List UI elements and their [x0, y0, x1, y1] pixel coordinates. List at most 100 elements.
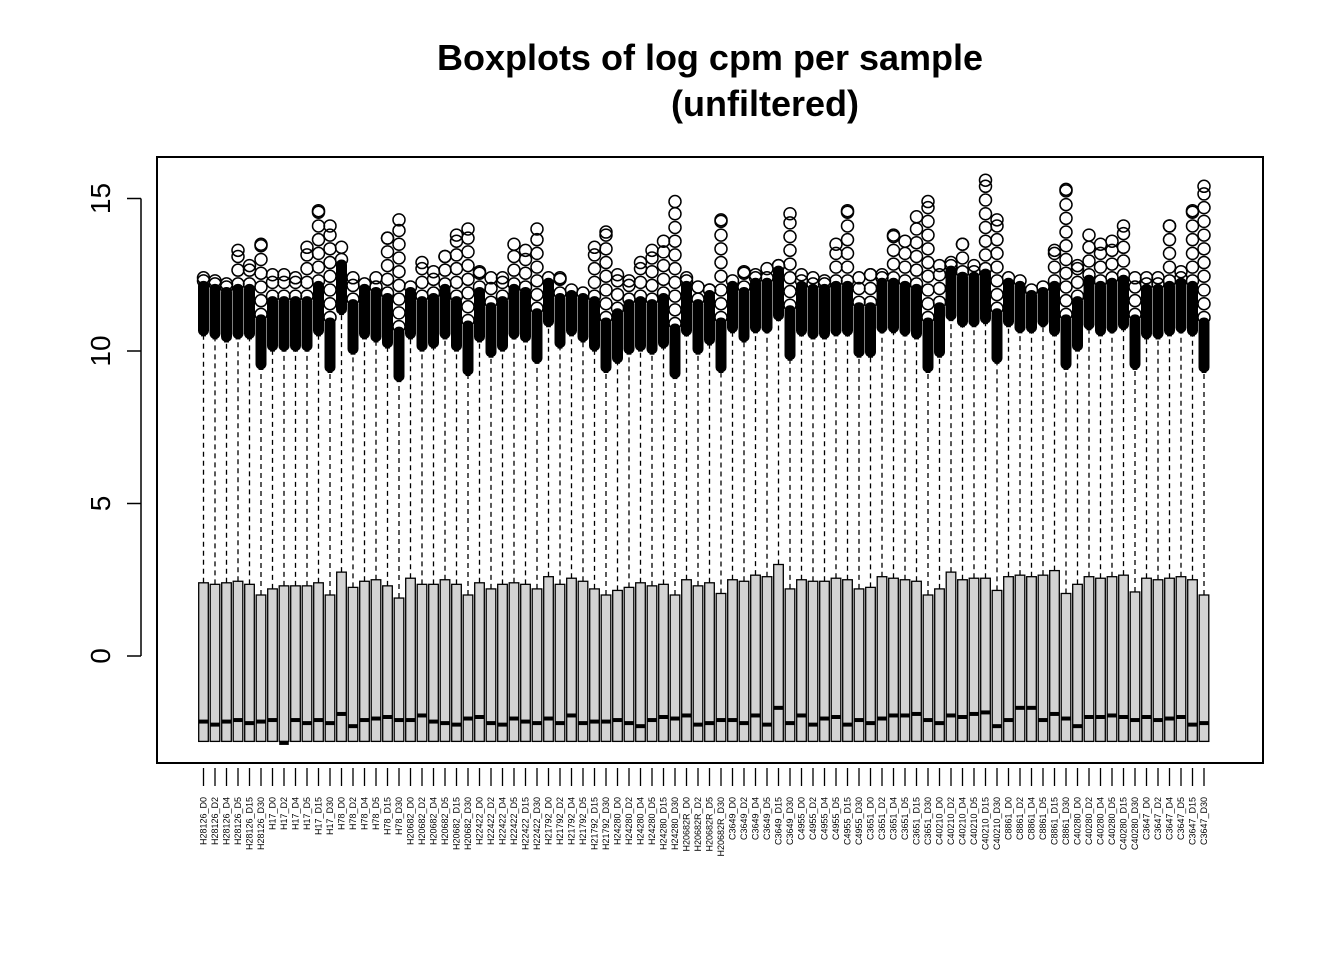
x-tick-label: H17_D4	[291, 797, 301, 830]
box-H20682_D30	[461, 222, 475, 743]
box-iqr	[566, 577, 577, 743]
box-iqr	[819, 580, 830, 743]
outlier-point	[978, 173, 993, 187]
outlier-point	[403, 280, 418, 294]
outlier-point	[783, 207, 797, 221]
outlier-point	[783, 284, 797, 299]
outlier-point	[254, 237, 268, 251]
outlier-point	[1162, 246, 1177, 261]
outlier-point	[990, 260, 1004, 274]
outlier-band	[727, 280, 738, 333]
outlier-point	[1070, 258, 1085, 273]
box-H78_D15	[380, 231, 395, 743]
outlier-point	[461, 222, 475, 236]
outlier-band	[807, 283, 819, 339]
outlier-band	[301, 296, 313, 351]
box-C40210_D4	[955, 237, 970, 743]
outlier-point	[921, 194, 935, 209]
box-C3649_D30	[783, 207, 797, 743]
outlier-point	[311, 260, 326, 274]
outlier-band	[830, 280, 842, 336]
x-tick-label: C8861_D4	[1027, 797, 1037, 840]
x-tick-label: H22422_D30	[532, 797, 542, 850]
y-tick-label: 10	[85, 335, 116, 366]
box-C40280_D5	[1105, 234, 1119, 743]
outlier-point	[886, 228, 901, 242]
outlier-point	[668, 194, 682, 209]
box-iqr	[313, 582, 324, 743]
box-iqr	[658, 583, 669, 743]
outlier-point	[254, 280, 268, 294]
outlier-point	[886, 257, 901, 271]
box-iqr	[1003, 576, 1014, 743]
x-tick-label: C3649_D4	[751, 797, 761, 840]
outlier-band	[324, 317, 336, 373]
box-H17_D2	[277, 268, 291, 745]
outlier-point	[1116, 226, 1131, 241]
box-H78_D0	[334, 240, 349, 743]
outlier-point	[1197, 214, 1211, 229]
box-iqr	[347, 586, 359, 743]
outlier-point	[1093, 237, 1108, 251]
outlier-point	[990, 219, 1004, 233]
outlier-point	[254, 252, 268, 267]
box-iqr	[301, 585, 313, 743]
outlier-point	[392, 264, 406, 279]
box-iqr	[980, 577, 991, 743]
box-C40210_D2	[944, 255, 958, 743]
outlier-band	[1141, 283, 1152, 339]
box-iqr	[428, 583, 439, 743]
x-tick-label: C3647_D5	[1176, 797, 1186, 840]
outlier-band	[267, 296, 278, 351]
outlier-point	[1105, 234, 1119, 248]
outlier-point	[231, 249, 245, 264]
outlier-point	[783, 243, 797, 258]
box-iqr	[715, 592, 727, 743]
box-H20682R_D5	[702, 283, 717, 743]
box-iqr	[485, 588, 497, 743]
outlier-point	[668, 303, 682, 317]
box-C40280_D0	[1070, 258, 1085, 743]
outlier-point	[346, 271, 360, 285]
box-iqr	[405, 577, 416, 743]
outlier-point	[277, 268, 291, 282]
outlier-point	[392, 306, 406, 320]
box-iqr	[1118, 574, 1129, 743]
x-tick-label: C3651_D30	[923, 797, 933, 845]
outlier-point	[1059, 280, 1073, 294]
y-tick-label: 5	[85, 496, 116, 512]
outlier-band	[543, 277, 554, 327]
outlier-point	[921, 228, 935, 242]
outlier-point	[438, 249, 452, 264]
outlier-point	[1070, 261, 1085, 276]
outlier-point	[1059, 182, 1073, 197]
box-iqr	[922, 594, 934, 743]
outlier-band	[980, 268, 991, 324]
outlier-point	[1174, 264, 1188, 279]
box-iqr	[968, 577, 980, 743]
x-tick-label: C4955_D5	[831, 797, 841, 840]
box-H20682R_D30	[714, 213, 728, 743]
outlier-point	[380, 286, 395, 300]
box-iqr	[807, 580, 819, 743]
box-iqr	[842, 579, 853, 743]
outlier-point	[909, 263, 924, 277]
x-tick-label: H24280_D5	[647, 797, 657, 845]
box-iqr	[1152, 579, 1164, 743]
outlier-point	[1059, 266, 1073, 280]
outlier-point	[668, 275, 682, 290]
outlier-band	[934, 302, 945, 358]
outlier-band	[428, 293, 439, 348]
box-iqr	[1129, 591, 1141, 743]
x-tick-label: H22422_D5	[509, 797, 519, 845]
outlier-band	[474, 286, 485, 342]
box-C8861_D5	[1036, 280, 1050, 743]
outlier-point	[380, 231, 395, 245]
outlier-point	[311, 232, 326, 247]
outlier-point	[599, 242, 613, 256]
outlier-point	[1162, 232, 1177, 247]
outlier-point	[1013, 274, 1027, 288]
box-C4955_D30	[852, 271, 866, 743]
x-tick-label: H21792_D15	[590, 797, 600, 850]
box-C3649_D2	[737, 264, 751, 743]
